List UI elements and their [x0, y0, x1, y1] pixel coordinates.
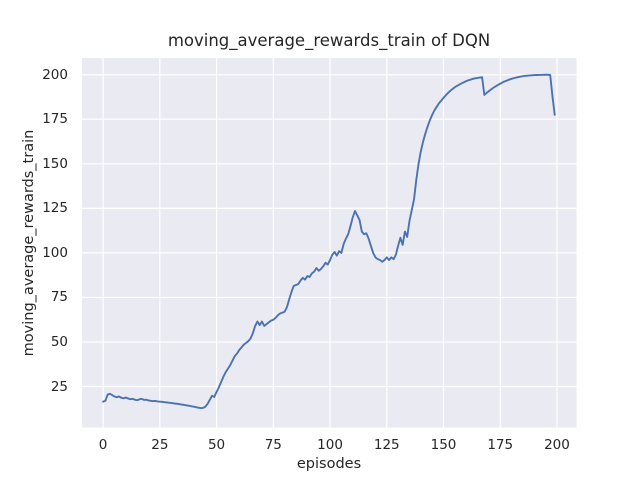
x-tick-label: 200 [544, 437, 570, 453]
x-tick-label: 50 [207, 437, 226, 453]
y-tick-label: 125 [42, 200, 68, 217]
x-tick-label: 150 [430, 437, 457, 453]
x-tick-label: 100 [317, 437, 343, 453]
x-tick-label: 75 [264, 437, 282, 453]
y-tick-label: 175 [42, 111, 68, 128]
x-axis-label: episodes [296, 456, 362, 472]
y-tick-label: 100 [42, 244, 68, 261]
series-line [102, 73, 556, 410]
plot-background [82, 58, 577, 428]
chart-title: moving_average_rewards_train of DQN [167, 31, 491, 50]
x-tick-label: 125 [373, 437, 400, 453]
y-tick-label: 200 [42, 66, 68, 83]
y-tick-label: 150 [42, 155, 68, 172]
x-tick-label: 25 [151, 437, 169, 453]
x-tick-label: 0 [98, 437, 108, 453]
y-tick-label: 25 [50, 378, 68, 395]
x-tick-label: 175 [487, 437, 514, 453]
y-tick-label: 75 [50, 289, 68, 306]
y-tick-label: 50 [50, 333, 68, 350]
